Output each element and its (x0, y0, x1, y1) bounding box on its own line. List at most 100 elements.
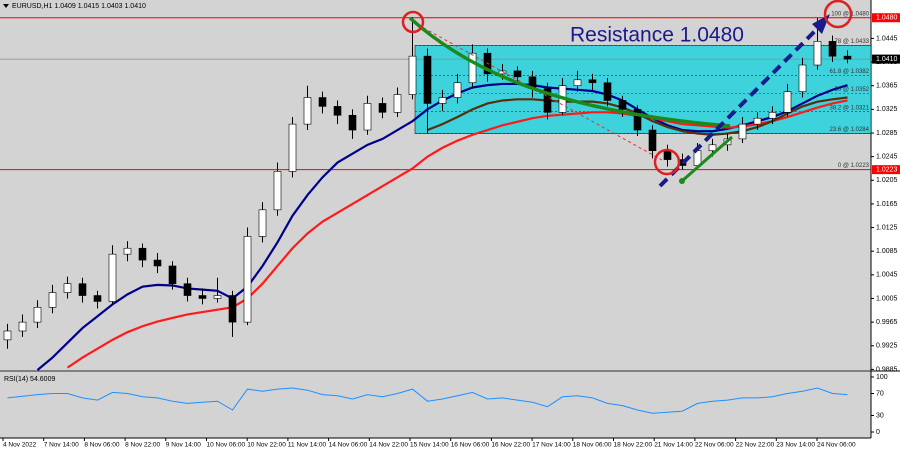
fib-label: 61.8 @ 1.0382 (830, 69, 870, 75)
circle (823, 0, 853, 29)
candle-body (618, 100, 627, 110)
fib-label: 38.2 @ 1.0321 (830, 105, 870, 111)
candle-body (543, 88, 552, 113)
candle-body (738, 123, 747, 140)
x-tick-label: 17 Nov 14:00 (532, 442, 571, 449)
level-label: 1.0223 (876, 166, 898, 173)
y-tick-label: 1.0245 (876, 153, 898, 160)
candle-body (798, 64, 807, 92)
candle-body (453, 82, 462, 98)
y-tick-label: 1.0165 (876, 201, 898, 208)
annotation: Resistance 1.0480 (570, 24, 744, 47)
x-tick-label: 10 Nov 06:00 (207, 442, 246, 449)
candle-body (243, 236, 252, 323)
candle-body (108, 253, 117, 302)
x-tick-label: 4 Nov 2022 (3, 442, 37, 449)
green-line (681, 135, 733, 183)
x-tick-label: 18 Nov 06:00 (573, 442, 612, 449)
x-tick-label: 14 Nov 06:00 (329, 442, 368, 449)
y-tick-label: 1.0325 (876, 106, 898, 113)
drawings (401, 0, 853, 188)
candle-body (33, 307, 42, 323)
y-tick-label: 1.0085 (876, 248, 898, 255)
blue-arrow (658, 24, 822, 188)
candle-body (318, 97, 327, 107)
y-tick-label: 1.0285 (876, 130, 898, 137)
y-tick-label: 0.9885 (876, 366, 898, 373)
candle-body (78, 283, 87, 296)
candle-body (753, 117, 762, 125)
current-price-label: 1.0410 (876, 56, 898, 63)
y-tick-label: 1.0445 (876, 35, 898, 42)
candle-body (168, 265, 177, 285)
x-tick-label: 8 Nov 06:00 (84, 442, 119, 449)
x-tick-label: 9 Nov 14:00 (166, 442, 201, 449)
fib-label: 23.6 @ 1.0284 (830, 127, 870, 133)
candle-body (18, 321, 27, 332)
x-tick-label: 23 Nov 14:00 (776, 442, 815, 449)
candle-body (783, 91, 792, 113)
candle-body (138, 247, 147, 261)
candle-body (288, 123, 297, 172)
candle-body (423, 55, 432, 104)
candle-body (573, 79, 582, 87)
green-curve (408, 16, 731, 128)
x-tick-label: 7 Nov 14:00 (44, 442, 79, 449)
current-price-tag (872, 54, 900, 64)
x-tick-label: 16 Nov 22:00 (491, 442, 530, 449)
candle-body (408, 55, 417, 95)
rsi-title: RSI(14) 54.6009 (4, 376, 55, 383)
candle-body (48, 292, 57, 308)
candle-body (123, 247, 132, 255)
y-tick-label: 1.0205 (876, 177, 898, 184)
fib-label: 50 @ 1.0352 (835, 87, 870, 93)
x-tick-label: 14 Nov 22:00 (369, 442, 408, 449)
x-tick-label: 15 Nov 14:00 (410, 442, 449, 449)
candle-body (333, 106, 342, 116)
x-tick-label: 22 Nov 06:00 (695, 442, 734, 449)
candle-body (768, 112, 777, 119)
candle-body (348, 114, 357, 131)
x-tick-label: 18 Nov 22:00 (614, 442, 653, 449)
candle-body (498, 70, 507, 75)
y-tick-label: 1.0125 (876, 224, 898, 231)
rsi-line (7, 387, 848, 414)
rsi-tick-label: 0 (876, 429, 880, 436)
candle-body (843, 55, 852, 60)
candle-body (633, 109, 642, 131)
candle-body (303, 97, 312, 125)
candle-body (813, 41, 822, 66)
candle-body (63, 283, 72, 293)
x-tick-label: 21 Nov 14:00 (654, 442, 693, 449)
candle-layer (3, 17, 852, 349)
candle-body (378, 103, 387, 113)
candle-body (513, 70, 522, 78)
level-label: 1.0480 (876, 15, 898, 22)
x-tick-label: 8 Nov 22:00 (125, 442, 160, 449)
x-tick-label: 10 Nov 22:00 (247, 442, 286, 449)
y-tick-label: 0.9925 (876, 343, 898, 350)
header: EURUSD,H1 1.0409 1.0415 1.0403 1.0410 (12, 3, 146, 10)
candle-body (828, 41, 837, 57)
level-tag (872, 13, 900, 23)
candle-body (708, 144, 717, 152)
candle-body (273, 171, 282, 211)
y-tick-label: 1.0005 (876, 295, 898, 302)
fib-label: 0 @ 1.0223 (838, 163, 870, 169)
candle-body (213, 295, 222, 299)
fib-label: 78 @ 1.0433 (835, 39, 870, 45)
green-dot (679, 178, 685, 184)
circle (401, 10, 425, 34)
x-tick-label: 22 Nov 22:00 (736, 442, 775, 449)
candle-body (603, 82, 612, 101)
y-tick-label: 0.9965 (876, 319, 898, 326)
x-tick-label: 24 Nov 06:00 (817, 442, 856, 449)
candle-body (183, 283, 192, 296)
candle-body (468, 52, 477, 84)
candle-body (663, 150, 672, 160)
circle (653, 148, 681, 176)
x-tick-label: 16 Nov 06:00 (451, 442, 490, 449)
